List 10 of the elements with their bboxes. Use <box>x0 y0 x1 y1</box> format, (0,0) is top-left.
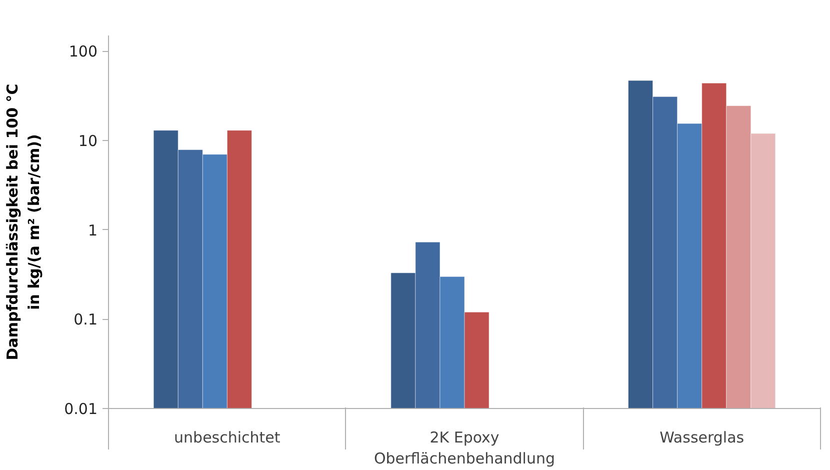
x-tick-label: Wasserglas <box>660 428 744 446</box>
x-axis-title: Oberflächenbehandlung <box>374 450 556 468</box>
y-tick-label: 0.01 <box>64 400 98 418</box>
y-tick-label: 10 <box>78 132 98 150</box>
y-tick-label: 0.1 <box>74 310 98 329</box>
x-tick-label: 2K Epoxy <box>430 428 500 446</box>
y-tick-label: 100 <box>68 42 98 61</box>
x-tick-label: unbeschichtet <box>174 428 280 446</box>
y-tick-label: 1 <box>88 221 98 240</box>
y-axis-title: Dampfdurchlässigkeit bei 100 °C in kg/(a m² (bar/cm)) <box>4 84 44 360</box>
